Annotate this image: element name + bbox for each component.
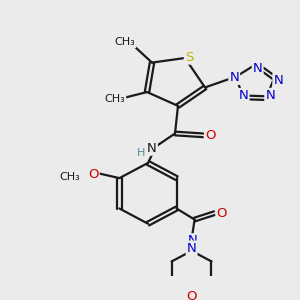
Text: N: N <box>229 71 239 84</box>
Text: CH₃: CH₃ <box>60 172 80 182</box>
Text: N: N <box>188 234 197 247</box>
Text: O: O <box>88 168 99 181</box>
Text: N: N <box>147 142 157 155</box>
Text: CH₃: CH₃ <box>115 37 135 47</box>
Text: N: N <box>273 74 283 87</box>
Text: O: O <box>186 290 197 300</box>
Text: N: N <box>239 89 249 102</box>
Text: O: O <box>206 129 216 142</box>
Text: CH₃: CH₃ <box>105 94 125 104</box>
Text: N: N <box>187 242 196 255</box>
Text: S: S <box>185 51 193 64</box>
Text: H: H <box>137 148 145 158</box>
Text: O: O <box>216 207 227 220</box>
Text: N: N <box>265 89 275 102</box>
Text: N: N <box>253 61 262 75</box>
